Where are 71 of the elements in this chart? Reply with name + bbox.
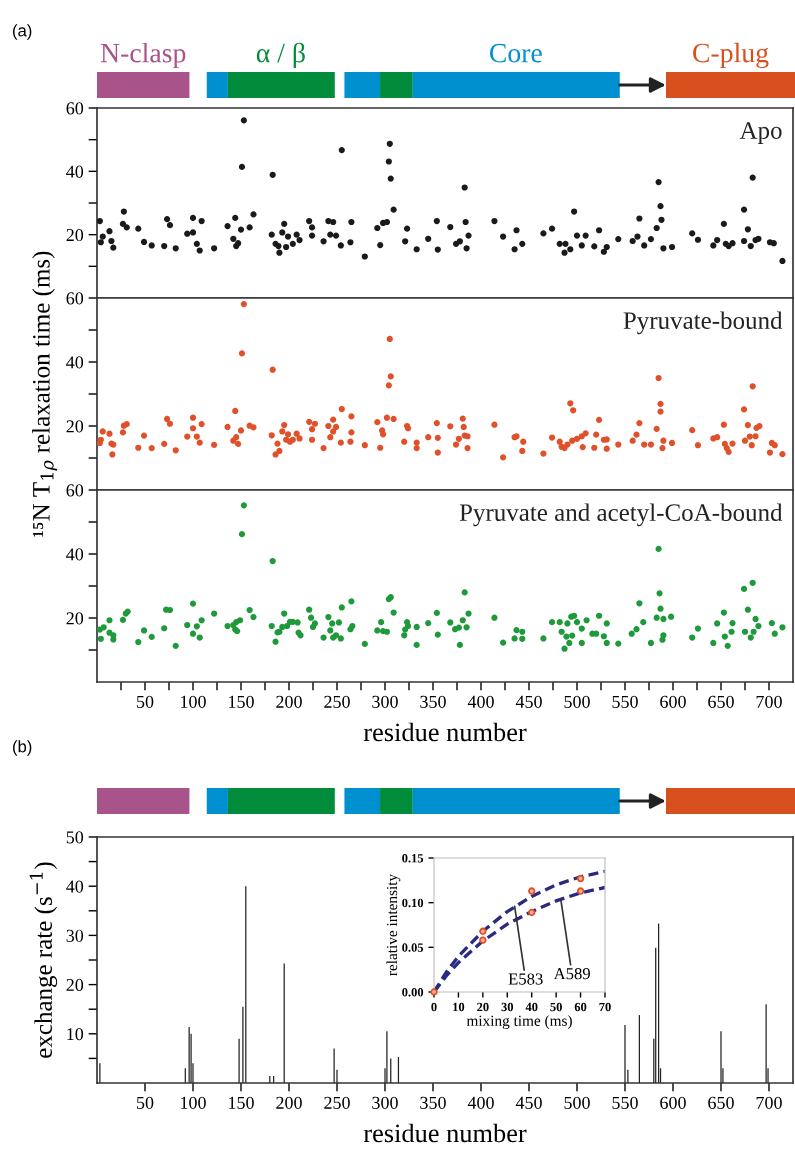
annotation: A589 [553,968,590,980]
y-tick-label: 10 [67,1028,84,1041]
text: (a) [13,24,32,40]
x-tick-label: 0 [431,1002,437,1012]
x-axis-title: residue number [363,722,527,742]
x-tick-label: 20 [477,1002,489,1012]
y-tick-label: 0.05 [402,943,424,952]
y-axis-title: exchange rate (s$^{−1}$) [29,862,58,1058]
x-tick-label: 150 [229,695,254,708]
x-axis-title: residue number [363,1123,527,1143]
text: Core [489,43,542,63]
x-tick-label: 550 [612,695,638,708]
x-tick-label: 350 [420,1096,446,1109]
x-tick-label: 700 [756,1096,782,1109]
x-tick-label: 450 [515,695,542,708]
text: Apo [739,122,782,144]
y-tick-label: 0.10 [402,898,424,908]
x-tick-label: 50 [137,695,154,708]
y-tick-label: 60 [66,292,84,305]
x-tick-label: 300 [372,1096,398,1109]
x-tick-label: 500 [564,695,590,708]
x-tick-label: 650 [708,695,734,708]
x-tick-label: 100 [181,1096,206,1109]
x-tick-label: 40 [525,1002,538,1012]
y-tick-label: 0.15 [402,854,424,863]
x-tick-label: 150 [229,1096,254,1109]
x-tick-label: 600 [660,695,686,708]
y-tick-label: 20 [66,228,84,242]
x-tick-label: 50 [137,1096,154,1109]
x-tick-label: 60 [574,1002,587,1012]
y-tick-label: 60 [66,102,84,115]
y-tick-label: 30 [66,929,84,942]
x-tick-label: 700 [756,695,782,708]
y-tick-label: 0.00 [402,988,424,997]
x-axis-title: mixing time (ms) [466,1015,572,1030]
annotation: E583 [508,973,543,985]
y-tick-label: 40 [66,548,84,561]
x-tick-label: 100 [181,695,206,708]
y-axis-title: ¹⁵N T$_{1ρ}$ relaxation time (ms) [32,251,58,537]
y-tick-label: 20 [66,978,84,992]
text: C-plug [693,42,769,69]
chart-title: Pyruvate-bound [623,311,783,335]
x-tick-label: 10 [453,1002,465,1012]
x-tick-label: 350 [420,695,446,708]
text: (b) [13,740,32,756]
x-tick-label: 200 [276,1096,302,1109]
y-tick-label: 40 [66,165,84,178]
x-tick-label: 300 [372,695,398,708]
x-tick-label: 50 [550,1002,562,1012]
x-tick-label: 600 [660,1096,686,1109]
y-tick-label: 40 [66,356,84,369]
x-tick-label: 550 [612,1096,638,1109]
y-axis-title: relative intensity [386,873,401,976]
x-tick-label: 70 [599,1002,611,1012]
x-tick-label: 30 [501,1002,514,1012]
y-tick-label: 60 [66,484,84,497]
x-tick-label: 250 [324,695,350,708]
x-tick-label: 400 [467,695,494,708]
y-tick-label: 50 [66,831,84,844]
x-tick-label: 250 [324,1096,350,1109]
y-tick-label: 20 [66,420,84,433]
x-tick-label: 400 [467,1096,494,1109]
x-tick-label: 500 [564,1096,590,1109]
y-tick-label: 20 [66,612,84,625]
text: α / β [256,42,305,69]
x-tick-label: 200 [276,695,302,708]
y-tick-label: 40 [66,880,84,893]
chart-title: Pyruvate and acetyl-CoA-bound [459,503,783,527]
text: N-clasp [100,42,186,69]
x-tick-label: 450 [515,1096,542,1109]
x-tick-label: 650 [708,1096,734,1109]
